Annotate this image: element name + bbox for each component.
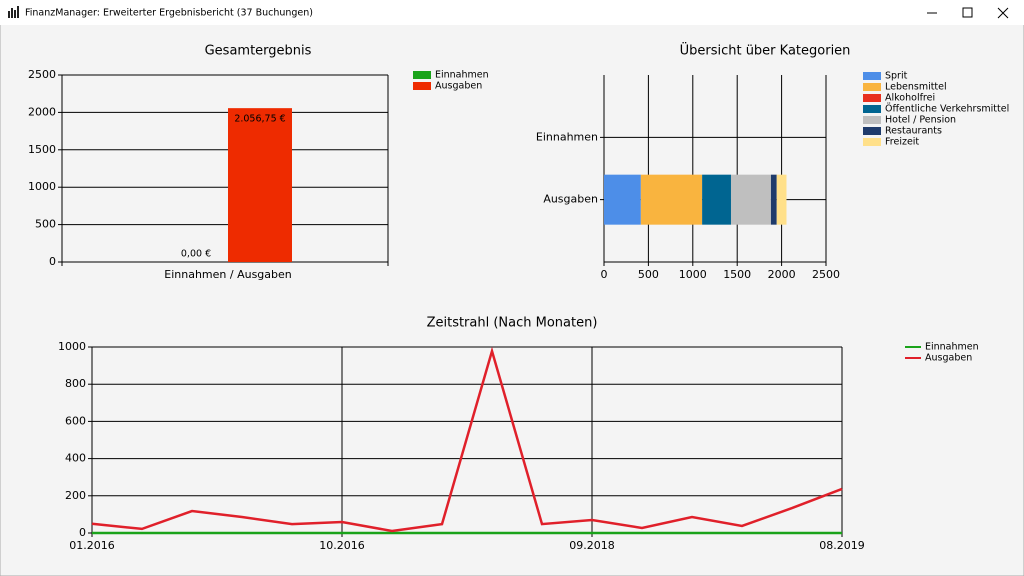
legend-swatch (413, 71, 431, 79)
bar-segment (730, 174, 771, 225)
y-tick-label: 0 (49, 255, 56, 268)
legend-swatch (863, 72, 881, 80)
legend-label: Freizeit (885, 137, 919, 148)
y-tick-label: 600 (65, 414, 86, 427)
legend-label: Einnahmen (435, 70, 489, 81)
y-tick-label: 2000 (28, 105, 56, 118)
legend-label: Hotel / Pension (885, 115, 956, 126)
series-line (91, 346, 843, 533)
legend-label: Sprit (885, 71, 908, 82)
legend-label: Lebensmittel (885, 82, 947, 93)
chart-title: Gesamtergebnis (205, 44, 312, 59)
x-tick-label: 10.2016 (319, 539, 365, 552)
legend-swatch (863, 105, 881, 113)
x-tick-label: 0 (601, 268, 608, 281)
y-tick-label: 800 (65, 377, 86, 390)
bar (228, 108, 292, 263)
y-tick-label: 1000 (28, 180, 56, 193)
legend-label: Restaurants (885, 126, 942, 137)
legend-swatch (863, 94, 881, 102)
title-bar (0, 0, 1024, 25)
y-tick-label: 1500 (28, 143, 56, 156)
x-tick-label: 01.2016 (69, 539, 115, 552)
y-tick-label: Ausgaben (543, 193, 598, 206)
x-tick-label: 2500 (812, 268, 840, 281)
bar-segment (776, 174, 787, 225)
bar-segment (770, 174, 777, 225)
y-tick-label: 200 (65, 489, 86, 502)
y-tick-label: 2500 (28, 68, 56, 81)
value-label: 2.056,75 € (234, 114, 285, 125)
value-label: 0,00 € (181, 249, 211, 260)
y-tick-label: 400 (65, 452, 86, 465)
x-tick-label: 09.2018 (569, 539, 615, 552)
legend-label: Ausgaben (925, 353, 972, 364)
legend-label: Ausgaben (435, 81, 482, 92)
legend-label: Öffentliche Verkehrsmittel (885, 104, 1009, 115)
legend-swatch (863, 116, 881, 124)
y-tick-label: Einnahmen (536, 130, 598, 143)
legend-swatch (413, 82, 431, 90)
x-tick-label: Einnahmen / Ausgaben (164, 268, 292, 281)
y-tick-label: 500 (35, 218, 56, 231)
x-tick-label: 1500 (723, 268, 751, 281)
x-tick-label: 500 (638, 268, 659, 281)
x-tick-label: 2000 (768, 268, 796, 281)
chart-title: Zeitstrahl (Nach Monaten) (427, 316, 598, 331)
x-tick-label: 1000 (679, 268, 707, 281)
legend-swatch (863, 138, 881, 146)
chart-title: Übersicht über Kategorien (680, 42, 851, 59)
bar-segment (604, 174, 641, 225)
bar-segment (702, 174, 731, 225)
window-title: FinanzManager: Erweiterter Ergebnisberic… (25, 8, 313, 19)
legend-label: Einnahmen (925, 342, 979, 353)
bar-segment (640, 174, 703, 225)
legend-label: Alkoholfrei (885, 93, 935, 104)
close-button[interactable] (997, 7, 1009, 19)
legend-swatch (863, 83, 881, 91)
x-tick-label: 08.2019 (819, 539, 865, 552)
y-tick-label: 0 (79, 526, 86, 539)
app-icon (8, 6, 19, 18)
legend-swatch (863, 127, 881, 135)
y-tick-label: 1000 (58, 340, 86, 353)
maximize-button[interactable] (962, 7, 973, 18)
